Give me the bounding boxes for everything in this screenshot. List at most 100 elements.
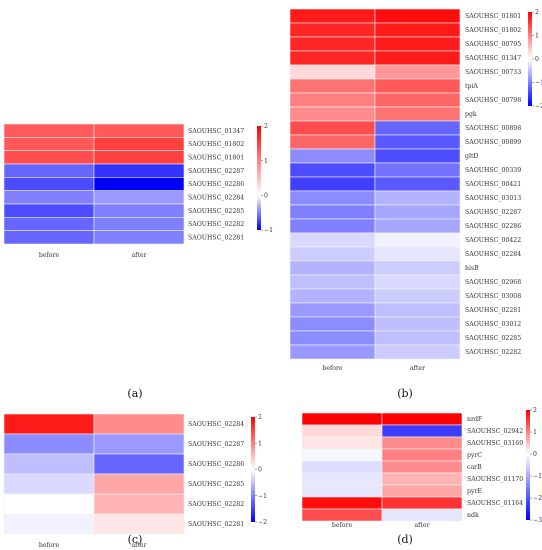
panel-b-cell-18-0 — [289, 260, 376, 276]
panel-b-cell-6-0 — [289, 92, 376, 108]
panel-b-cell-11-0 — [289, 162, 376, 178]
panel-a-cell-2-1 — [93, 150, 185, 165]
panel-b-row-label: SAOUHSC_00339 — [465, 167, 521, 174]
panel-b-row-label: SAOUHSC_00422 — [465, 237, 521, 244]
panel-b-cell-24-1 — [374, 344, 461, 360]
panel-c-row-label: SAOUHSC_02282 — [188, 501, 244, 508]
panel-a-cell-7-1 — [93, 217, 185, 231]
panel-b-cell-2-1 — [374, 36, 461, 52]
panel-b-cell-12-0 — [289, 176, 376, 192]
panel-b-cell-19-0 — [289, 274, 376, 290]
panel-b-cell-9-1 — [374, 134, 461, 150]
panel-b-row-label: SAOUHSC_02286 — [465, 223, 521, 230]
panel-c-cell-3-1 — [93, 473, 185, 495]
panel-b-row-label: SAOUHSC_01802 — [465, 27, 521, 34]
panel-a-row-label: SAOUHSC_02285 — [188, 208, 244, 215]
panel-c-col-label: before — [39, 542, 60, 549]
panel-b-cell-23-0 — [289, 330, 376, 346]
panel-d-colorbar-tick-label: −1 — [533, 473, 542, 480]
panel-b-row-label: SAOUHSC_00798 — [465, 97, 521, 104]
panel-b-row-label: SAOUHSC_00421 — [465, 181, 521, 188]
panel-a-cell-4-0 — [3, 177, 95, 191]
panel-a-colorbar-tick-label: 1 — [264, 158, 268, 165]
panel-a-cell-8-1 — [93, 230, 185, 245]
panel-b-cell-16-0 — [289, 232, 376, 248]
panel-b-row-label: SAOUHSC_00733 — [465, 69, 521, 76]
heatmap-panel-c: SAOUHSC_02284 SAOUHSC_02287 SAOUHSC_02286 S… — [3, 413, 267, 549]
panel-b-cell-19-1 — [374, 274, 461, 290]
panel-c-row-label: SAOUHSC_02287 — [188, 441, 244, 448]
panel-a-row-label: SAOUHSC_02286 — [188, 181, 244, 188]
panel-c-colorbar-tick-label: −1 — [258, 493, 267, 500]
panel-c-row-label: SAOUHSC_02284 — [188, 421, 244, 428]
panel-b-cell-21-1 — [374, 302, 461, 318]
panel-a-row-label: SAOUHSC_01801 — [188, 155, 244, 162]
panel-a-cell-6-1 — [93, 203, 185, 218]
panel-b-cell-17-1 — [374, 246, 461, 262]
panel-b-cell-4-1 — [374, 64, 461, 80]
panel-c-cell-0-1 — [93, 413, 185, 435]
panel-d-cell-5-1 — [381, 472, 463, 486]
panel-b-row-label: SAOUHSC_02968 — [465, 279, 521, 286]
panel-c-row-label: SAOUHSC_02285 — [188, 481, 244, 488]
panel-a-row-label: SAOUHSC_02287 — [188, 168, 244, 175]
panel-d-cell-3-1 — [381, 448, 463, 462]
panel-a-row-label: SAOUHSC_02284 — [188, 195, 244, 202]
panel-c-cell-4-0 — [3, 493, 95, 515]
panel-b-colorbar-tick-label: −1 — [535, 80, 542, 87]
panel-d-cell-8-1 — [381, 508, 463, 522]
panel-c-colorbar-tick-label: 0 — [258, 467, 262, 474]
panel-c-cell-5-1 — [93, 513, 185, 535]
panel-b-colorbar — [528, 12, 532, 106]
panel-b-cell-8-1 — [374, 120, 461, 136]
panel-d-cell-8-0 — [301, 508, 383, 522]
panel-b-cell-16-1 — [374, 232, 461, 248]
panel-a-cell-0-0 — [3, 123, 95, 138]
panel-d-row-label: carB — [467, 464, 482, 471]
panel-d-cell-7-1 — [381, 496, 463, 510]
panel-a-cell-0-1 — [93, 123, 185, 138]
heatmap-panel-d: nrdF SAOUHSC_02942 SAOUHSC_03169 pyrC carB SA… — [301, 407, 542, 546]
panel-d-col-label: after — [414, 522, 429, 529]
panel-d-cell-7-0 — [301, 496, 383, 510]
panel-a-cell-1-1 — [93, 137, 185, 151]
heatmap-panel-a: SAOUHSC_01347 SAOUHSC_01802 SAOUHSC_01801 S… — [3, 123, 273, 400]
panel-b-row-label: SAOUHSC_02281 — [465, 307, 521, 314]
panel-a-row-label: SAOUHSC_01802 — [188, 141, 244, 148]
panel-d-cell-5-0 — [301, 472, 383, 486]
panel-c-row-label: SAOUHSC_02286 — [188, 461, 244, 468]
panel-b-row-label: tpiA — [465, 83, 478, 90]
panel-a-colorbar-tick-label: −1 — [264, 227, 273, 234]
panel-c-cell-3-0 — [3, 473, 95, 495]
panel-d-label: (d) — [397, 533, 413, 546]
panel-c-colorbar-tick-label: 1 — [258, 440, 262, 447]
panel-b-cell-7-0 — [289, 106, 376, 122]
panel-d-row-label: pyrE — [467, 488, 482, 495]
panel-a-cell-8-0 — [3, 230, 95, 245]
panel-a-cell-4-1 — [93, 177, 185, 191]
panel-c-colorbar — [251, 417, 255, 522]
panel-b-row-label: SAOUHSC_03013 — [465, 195, 521, 202]
panel-d-cell-4-0 — [301, 460, 383, 474]
panel-b-cell-0-1 — [374, 8, 461, 24]
panel-c-cell-4-1 — [93, 493, 185, 515]
panel-c-cell-1-1 — [93, 433, 185, 455]
panel-a-colorbar-tick-label: 0 — [264, 193, 268, 200]
panel-b-cell-17-0 — [289, 246, 376, 262]
panel-d-cell-2-0 — [301, 436, 383, 450]
panel-b-cell-2-0 — [289, 36, 376, 52]
panel-b-cell-20-0 — [289, 288, 376, 304]
panel-d-cell-3-0 — [301, 448, 383, 462]
panel-b-row-label: SAOUHSC_03012 — [465, 321, 521, 328]
panel-c-cell-1-0 — [3, 433, 95, 455]
panel-b-colorbar-tick-label: 2 — [535, 9, 539, 16]
panel-b-row-label: SAOUHSC_01347 — [465, 55, 521, 62]
panel-c-colorbar-tick-label: −2 — [258, 519, 267, 526]
panel-b-cell-21-0 — [289, 302, 376, 318]
panel-b-row-label: SAOUHSC_01801 — [465, 13, 521, 20]
panel-b-cell-15-1 — [374, 218, 461, 234]
panel-b-cell-4-0 — [289, 64, 376, 80]
panel-b-cell-12-1 — [374, 176, 461, 192]
panel-b-row-label: SAOUHSC_02287 — [465, 209, 521, 216]
